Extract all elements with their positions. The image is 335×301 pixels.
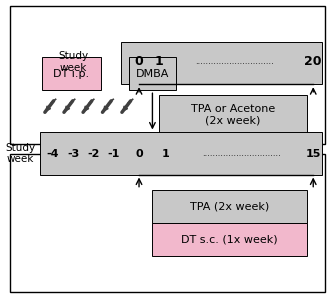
Text: 1: 1: [155, 55, 163, 68]
Text: ..............................: ..............................: [195, 57, 274, 66]
Bar: [152, 190, 307, 223]
Text: -2: -2: [87, 148, 99, 159]
Bar: [10, 6, 325, 144]
Bar: [10, 154, 325, 292]
Text: TPA (2x week): TPA (2x week): [190, 201, 269, 211]
Text: 15: 15: [306, 148, 321, 159]
Text: -3: -3: [67, 148, 79, 159]
Bar: [159, 95, 307, 134]
Text: Study
week: Study week: [59, 51, 89, 73]
Bar: [42, 57, 100, 90]
Text: DT i.p.: DT i.p.: [53, 69, 89, 79]
Bar: [121, 42, 322, 84]
Text: 1: 1: [162, 148, 170, 159]
Text: 20: 20: [305, 55, 322, 68]
Text: ..............................: ..............................: [202, 149, 281, 158]
Text: TPA or Acetone
(2x week): TPA or Acetone (2x week): [191, 104, 275, 125]
Text: 0: 0: [135, 55, 143, 68]
Bar: [129, 57, 176, 90]
Text: -1: -1: [107, 148, 119, 159]
Text: DMBA: DMBA: [136, 69, 169, 79]
Text: 0: 0: [135, 148, 143, 159]
Bar: [152, 223, 307, 256]
Text: -4: -4: [47, 148, 59, 159]
Text: DT s.c. (1x week): DT s.c. (1x week): [181, 234, 278, 244]
Text: Study
week: Study week: [5, 143, 35, 164]
Bar: [40, 132, 322, 175]
